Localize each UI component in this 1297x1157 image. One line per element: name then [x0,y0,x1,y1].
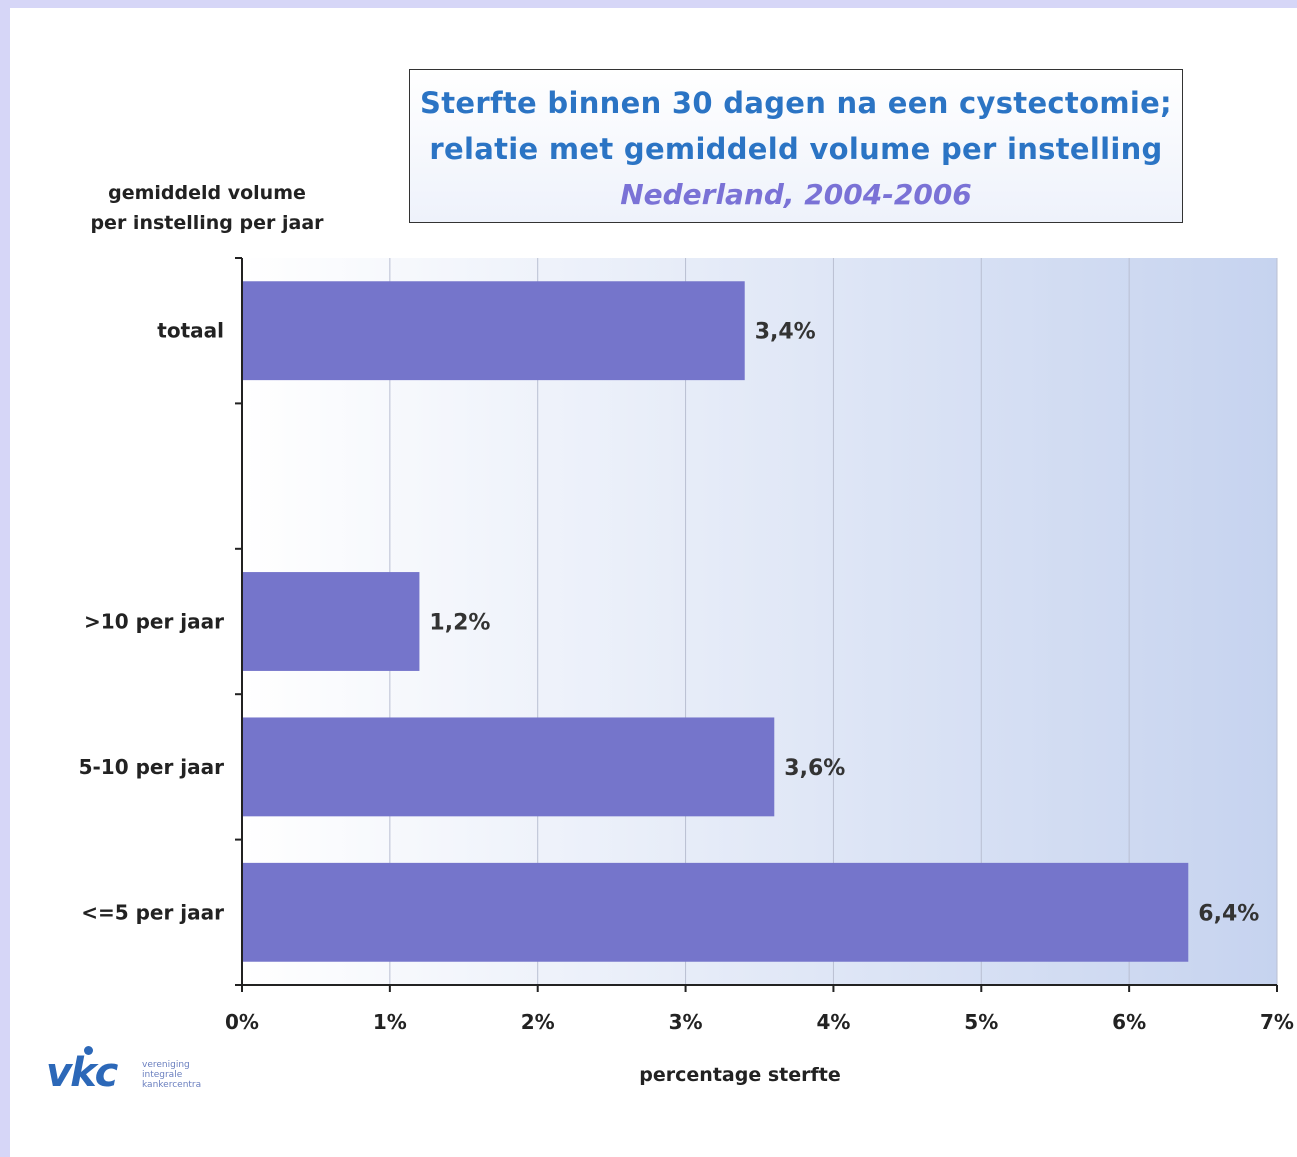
logo-mark: vkc [46,1050,118,1096]
bars [242,281,1189,962]
x-axis-label: percentage sterfte [639,1064,841,1086]
logo-text-line-2: integrale [142,1070,183,1080]
logo-text-line-3: kankercentra [142,1080,202,1090]
vkc-logo: vkc vereniging integrale kankercentra [46,1046,226,1096]
y-axis-label: gemiddeld volume per instelling per jaar [76,178,338,238]
x-tick-label: 4% [816,1010,850,1034]
chart-title-line-2: relatie met gemiddeld volume per instell… [429,132,1163,166]
x-tick-label: 6% [1112,1010,1146,1034]
bar [242,572,420,671]
x-tick-label: 3% [669,1010,703,1034]
logo-text: vereniging integrale kankercentra [142,1060,201,1090]
category-label: totaal [157,319,224,343]
data-label: 3,4% [755,320,816,345]
x-tick-label: 1% [373,1010,407,1034]
chart-title-box: Sterfte binnen 30 dagen na een cystectom… [409,69,1183,223]
category-label: <=5 per jaar [81,900,224,924]
chart-subtitle: Nederland, 2004-2006 [620,178,972,211]
x-tick-label: 0% [225,1010,259,1034]
axes [235,257,1278,992]
category-label: 5-10 per jaar [79,755,225,779]
x-tick-label: 5% [964,1010,998,1034]
bar [242,862,1189,962]
data-label: 6,4% [1198,901,1259,926]
bar [242,717,775,817]
category-label: >10 per jaar [84,610,224,634]
x-tick-label: 2% [521,1010,555,1034]
y-axis-label-line-1: gemiddeld volume [108,182,306,204]
data-label: 3,6% [784,756,845,781]
y-axis-label-line-2: per instelling per jaar [90,212,324,234]
data-label: 1,2% [429,611,490,636]
x-tick-label: 7% [1260,1010,1294,1034]
bar [242,281,745,381]
logo-dot [84,1046,93,1055]
labels: 0% 1% 2% 3% 4% 5% 6% 7% totaal 3,4% >10 per jaar 1,… [79,319,1294,1034]
chart-title-line-1: Sterfte binnen 30 dagen na een cystectom… [420,86,1172,120]
logo-text-line-1: vereniging [142,1060,190,1070]
